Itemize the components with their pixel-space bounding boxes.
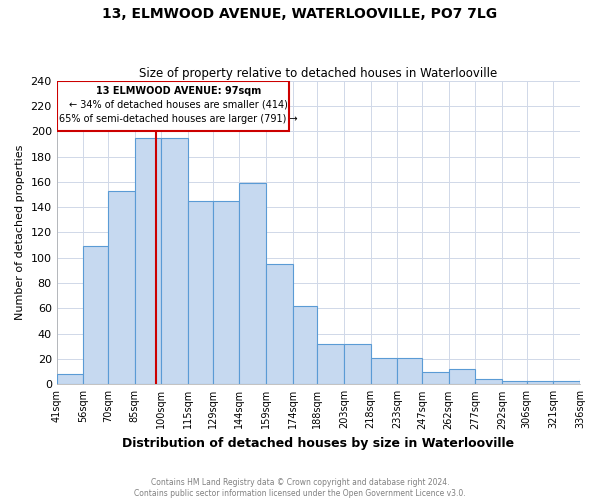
Text: 13 ELMWOOD AVENUE: 97sqm: 13 ELMWOOD AVENUE: 97sqm [95, 86, 261, 96]
Bar [371, 358, 397, 384]
Bar [580, 379, 600, 384]
Bar [293, 306, 317, 384]
Bar [108, 190, 135, 384]
Title: Size of property relative to detached houses in Waterlooville: Size of property relative to detached ho… [139, 66, 497, 80]
Bar [527, 380, 553, 384]
Bar [553, 380, 580, 384]
Bar [422, 372, 449, 384]
X-axis label: Distribution of detached houses by size in Waterlooville: Distribution of detached houses by size … [122, 437, 514, 450]
Bar [56, 374, 83, 384]
Text: 13, ELMWOOD AVENUE, WATERLOOVILLE, PO7 7LG: 13, ELMWOOD AVENUE, WATERLOOVILLE, PO7 7… [103, 8, 497, 22]
Text: 65% of semi-detached houses are larger (791) →: 65% of semi-detached houses are larger (… [59, 114, 298, 124]
Bar [213, 201, 239, 384]
Bar [161, 138, 188, 384]
Bar [83, 246, 108, 384]
FancyBboxPatch shape [56, 80, 289, 132]
Text: Contains HM Land Registry data © Crown copyright and database right 2024.
Contai: Contains HM Land Registry data © Crown c… [134, 478, 466, 498]
Bar [239, 183, 266, 384]
Bar [344, 344, 371, 385]
Bar [317, 344, 344, 385]
Bar [502, 380, 527, 384]
Bar [188, 201, 213, 384]
Bar [135, 138, 161, 384]
Text: ← 34% of detached houses are smaller (414): ← 34% of detached houses are smaller (41… [69, 100, 287, 110]
Y-axis label: Number of detached properties: Number of detached properties [15, 145, 25, 320]
Bar [449, 369, 475, 384]
Bar [266, 264, 293, 384]
Bar [475, 379, 502, 384]
Bar [397, 358, 422, 384]
